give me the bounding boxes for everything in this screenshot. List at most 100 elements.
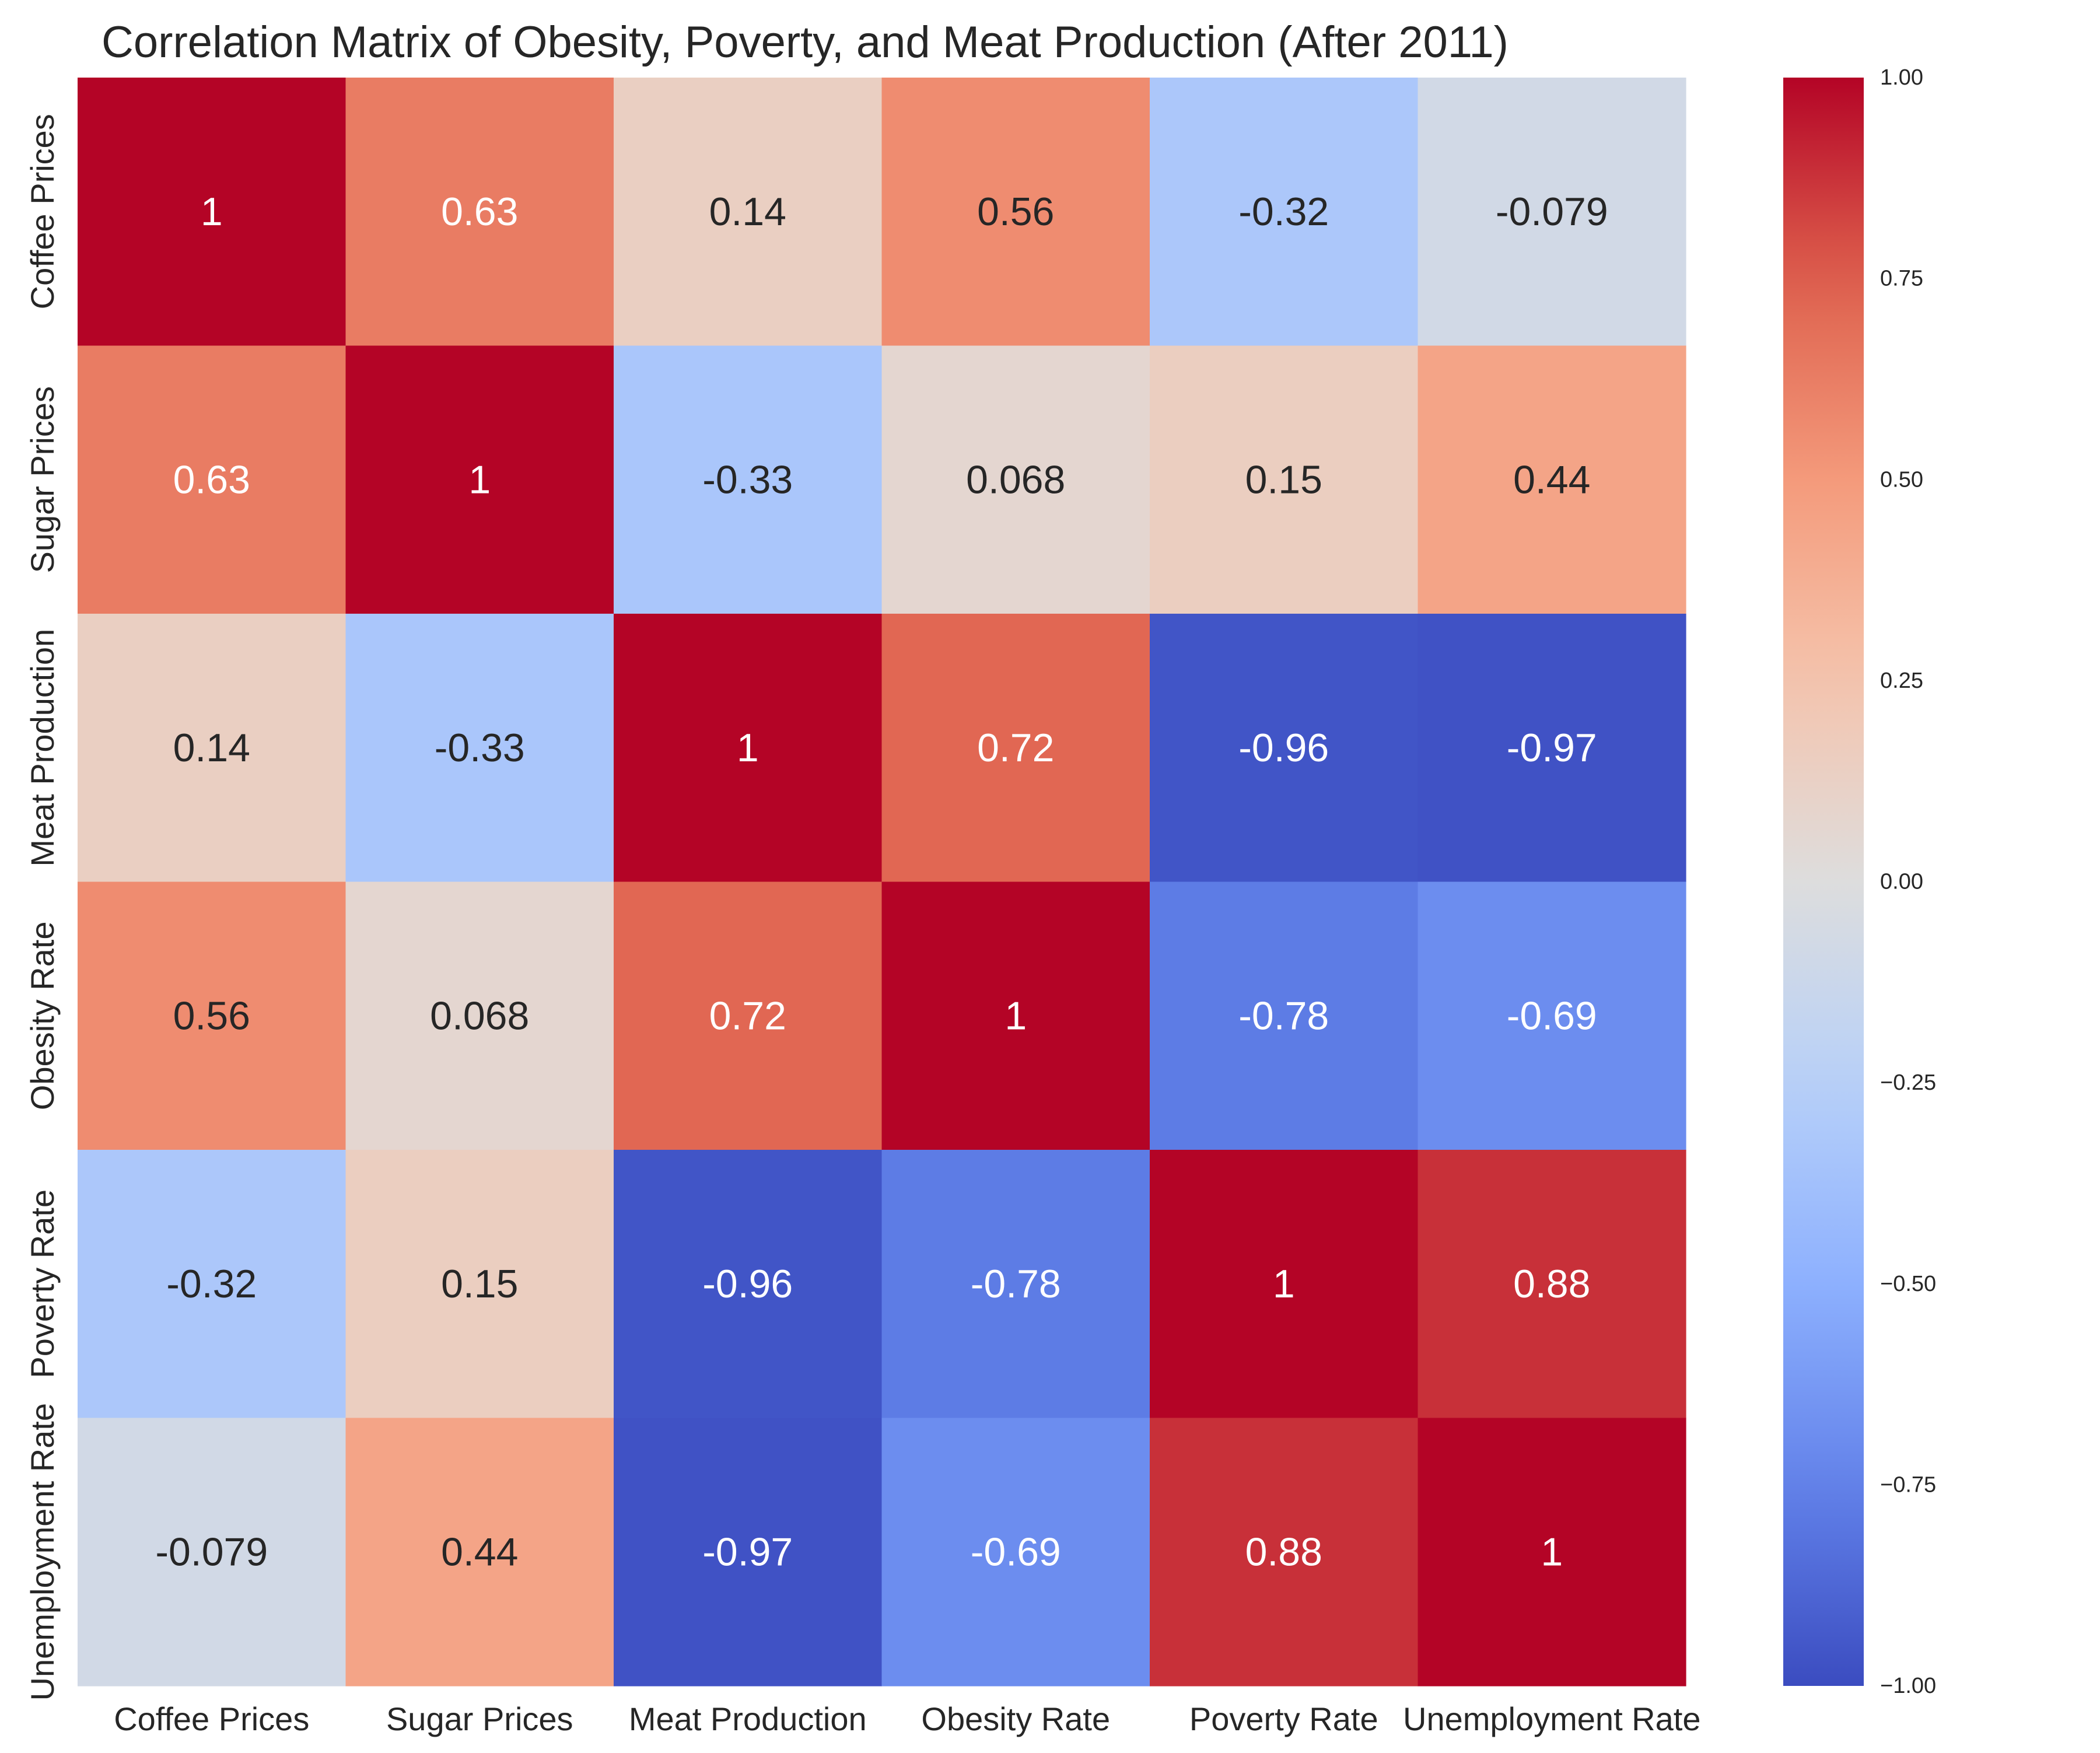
- cell-annotation: 0.068: [430, 993, 529, 1038]
- cell-annotation: 0.88: [1245, 1530, 1322, 1574]
- cell-annotation: -0.33: [702, 457, 793, 502]
- cell-annotation: 0.72: [977, 726, 1054, 770]
- x-tick-label: Sugar Prices: [386, 1700, 573, 1737]
- y-tick-label: Coffee Prices: [24, 114, 61, 309]
- x-tick-label: Coffee Prices: [114, 1700, 309, 1737]
- heatmap-cell: [345, 345, 614, 614]
- heatmap-cell: [78, 614, 346, 883]
- y-tick-label: Meat Production: [24, 629, 61, 867]
- heatmap-cell: [78, 78, 346, 347]
- heatmap-cell: [1418, 345, 1686, 614]
- y-tick-label: Poverty Rate: [24, 1189, 61, 1378]
- colorbar-tick-label: 1.00: [1880, 65, 1923, 90]
- x-tick-label: Obesity Rate: [921, 1700, 1110, 1737]
- x-tick-label: Poverty Rate: [1189, 1700, 1378, 1737]
- cell-annotation: -0.96: [702, 1262, 793, 1306]
- cell-annotation: -0.079: [1496, 190, 1608, 234]
- x-tick-labels: Coffee Prices Sugar Prices Meat Production…: [114, 1700, 1700, 1737]
- cell-annotation: 0.15: [441, 1262, 518, 1306]
- heatmap-cell: [881, 78, 1150, 347]
- cell-annotation: 0.63: [173, 457, 250, 502]
- y-tick-label: Sugar Prices: [24, 386, 61, 573]
- colorbar-tick-label: −0.75: [1880, 1472, 1936, 1497]
- cell-annotation: 0.15: [1245, 457, 1322, 502]
- heatmap-cell: [345, 78, 614, 347]
- colorbar-tick-label: −0.25: [1880, 1070, 1936, 1095]
- heatmap-cell: [1150, 345, 1419, 614]
- heatmap-cell: [1418, 78, 1686, 347]
- colorbar-tick-label: 0.25: [1880, 669, 1923, 693]
- cell-annotation: -0.32: [166, 1262, 257, 1306]
- cell-annotation: 1: [201, 190, 223, 234]
- heatmap-cell: [345, 614, 614, 883]
- heatmap-cell: [345, 881, 614, 1150]
- x-tick-label: Meat Production: [629, 1700, 867, 1737]
- cell-annotation: 1: [1005, 993, 1027, 1038]
- cell-annotation: 0.068: [966, 457, 1065, 502]
- heatmap-cell: [614, 881, 883, 1150]
- cell-annotation: -0.32: [1238, 190, 1329, 234]
- colorbar-gradient: [1783, 78, 1864, 1686]
- heatmap-cell: [614, 1418, 883, 1686]
- heatmap-cell: [78, 881, 346, 1150]
- heatmap-cell: [1150, 614, 1419, 883]
- heatmap-cell: [1150, 78, 1419, 347]
- heatmap-cell: [1418, 1418, 1686, 1686]
- colorbar-tick-label: 0.75: [1880, 267, 1923, 291]
- heatmap-cell: [345, 1150, 614, 1419]
- heatmap-cell: [78, 1418, 346, 1686]
- heatmap-cell: [614, 345, 883, 614]
- cell-annotation: -0.78: [1238, 993, 1329, 1038]
- cell-annotation: 0.56: [173, 993, 250, 1038]
- colorbar-tick-label: 0.50: [1880, 467, 1923, 492]
- cell-annotation: -0.78: [971, 1262, 1061, 1306]
- cell-annotation: 1: [1273, 1262, 1295, 1306]
- cell-annotation: 1: [737, 726, 759, 770]
- heatmap-cells: [78, 78, 1686, 1686]
- heatmap-cell: [78, 345, 346, 614]
- colorbar-tick-label: −0.50: [1880, 1272, 1936, 1296]
- heatmap-cell: [614, 1150, 883, 1419]
- y-tick-labels: Coffee Prices Sugar Prices Meat Production…: [24, 114, 61, 1700]
- cell-annotation: 0.72: [709, 993, 786, 1038]
- y-tick-label: Obesity Rate: [24, 921, 61, 1110]
- heatmap-cell: [78, 1150, 346, 1419]
- cell-annotation: -0.97: [1507, 726, 1597, 770]
- heatmap-cell: [881, 1418, 1150, 1686]
- colorbar-tick-label: −1.00: [1880, 1674, 1936, 1698]
- cell-annotation: -0.33: [435, 726, 525, 770]
- cell-annotation: 0.56: [977, 190, 1054, 234]
- y-tick-label: Unemployment Rate: [24, 1403, 61, 1700]
- heatmap-cell: [1418, 1150, 1686, 1419]
- heatmap-cell: [1150, 1150, 1419, 1419]
- heatmap-cell: [1150, 881, 1419, 1150]
- heatmap-annotations: 1 0.63 0.14 0.56 -0.32 -0.079 0.63 1 -0.33 0.068 0…: [155, 190, 1608, 1574]
- cell-annotation: -0.69: [971, 1530, 1061, 1574]
- colorbar-tick-label: 0.00: [1880, 870, 1923, 894]
- cell-annotation: 1: [1541, 1530, 1563, 1574]
- cell-annotation: -0.079: [155, 1530, 268, 1574]
- heatmap-cell: [881, 614, 1150, 883]
- heatmap-cell: [345, 1418, 614, 1686]
- heatmap-cell: [614, 78, 883, 347]
- cell-annotation: 0.44: [441, 1530, 518, 1574]
- heatmap-cell: [881, 345, 1150, 614]
- x-tick-label: Unemployment Rate: [1403, 1700, 1700, 1737]
- cell-annotation: -0.96: [1238, 726, 1329, 770]
- heatmap-cell: [1418, 881, 1686, 1150]
- cell-annotation: -0.69: [1507, 993, 1597, 1038]
- chart-title: Correlation Matrix of Obesity, Poverty, …: [102, 18, 1508, 67]
- cell-annotation: 0.88: [1513, 1262, 1590, 1306]
- cell-annotation: 0.14: [709, 190, 786, 234]
- colorbar: 1.00 0.75 0.50 0.25 0.00 −0.25 −0.50 −0.75 −1.00: [1783, 65, 1936, 1698]
- heatmap-cell: [614, 614, 883, 883]
- heatmap-cell: [1418, 614, 1686, 883]
- cell-annotation: 0.63: [441, 190, 518, 234]
- cell-annotation: -0.97: [702, 1530, 793, 1574]
- cell-annotation: 0.14: [173, 726, 250, 770]
- cell-annotation: 1: [468, 457, 491, 502]
- cell-annotation: 0.44: [1513, 457, 1590, 502]
- heatmap-cell: [881, 881, 1150, 1150]
